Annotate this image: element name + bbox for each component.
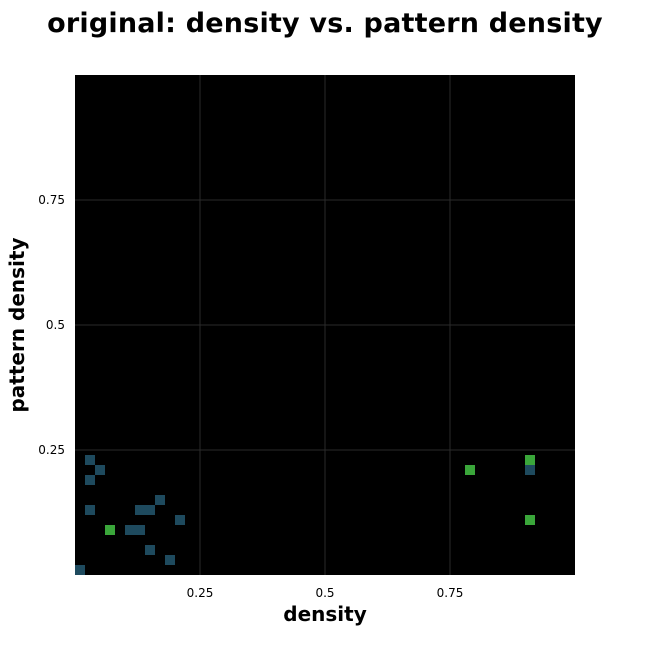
y-tick-label: 0.5 [46, 318, 65, 332]
heatmap-cell [465, 465, 475, 475]
heatmap-cell [105, 525, 115, 535]
x-tick-label: 0.5 [315, 586, 334, 600]
heatmap-cell [85, 505, 95, 515]
heatmap-cells [75, 455, 535, 575]
heatmap-cell [135, 505, 145, 515]
heatmap-cell [85, 475, 95, 485]
x-tick-label: 0.75 [437, 586, 464, 600]
y-tick-label: 0.25 [38, 443, 65, 457]
heatmap-cell [95, 465, 105, 475]
heatmap-cell [145, 545, 155, 555]
y-tick-labels: 0.25 0.5 0.75 [38, 193, 65, 457]
heatmap-cell [525, 455, 535, 465]
grid-lines [75, 75, 575, 575]
heatmap-cell [165, 555, 175, 565]
heatmap-cell [525, 515, 535, 525]
x-axis-label: density [283, 602, 366, 626]
heatmap-cell [175, 515, 185, 525]
x-tick-labels: 0.25 0.5 0.75 [187, 586, 464, 600]
chart-title: original: density vs. pattern density [47, 8, 603, 39]
x-tick-label: 0.25 [187, 586, 214, 600]
heatmap-cell [125, 525, 135, 535]
heatmap-cell [145, 505, 155, 515]
heatmap-cell [525, 465, 535, 475]
heatmap-cell [135, 525, 145, 535]
heatmap-cell [85, 455, 95, 465]
heatmap-cell [75, 565, 85, 575]
heatmap-cell [155, 495, 165, 505]
y-tick-label: 0.75 [38, 193, 65, 207]
y-axis-label: pattern density [5, 237, 29, 412]
